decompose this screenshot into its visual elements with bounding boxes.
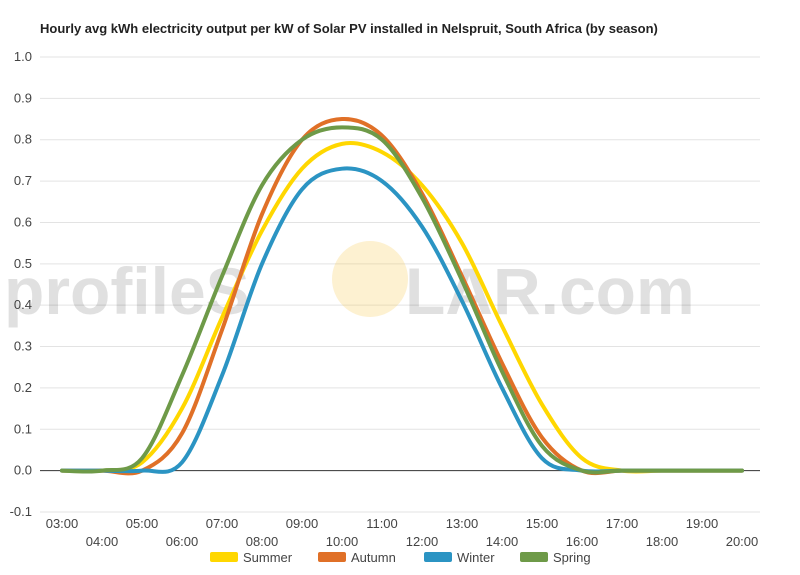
legend-swatch: [210, 552, 238, 562]
legend-item-winter[interactable]: Winter: [424, 550, 495, 565]
legend-item-spring[interactable]: Spring: [520, 550, 591, 565]
watermark-left-text: profileS: [4, 254, 250, 328]
x-tick-label: 10:00: [326, 534, 359, 549]
x-tick-label: 13:00: [446, 516, 479, 531]
x-tick-label: 16:00: [566, 534, 599, 549]
y-tick-label: 0.4: [14, 297, 32, 312]
y-tick-label: 0.3: [14, 339, 32, 354]
legend-label: Spring: [553, 550, 591, 565]
x-tick-label: 04:00: [86, 534, 119, 549]
watermark-right-text: LAR.com: [405, 254, 695, 328]
x-tick-label: 09:00: [286, 516, 319, 531]
legend-label: Autumn: [351, 550, 396, 565]
y-tick-label: 0.5: [14, 256, 32, 271]
y-tick-label: 0.1: [14, 421, 32, 436]
sun-logo-icon: [332, 241, 408, 317]
x-tick-label: 20:00: [726, 534, 759, 549]
legend-swatch: [424, 552, 452, 562]
series-lines: [60, 117, 744, 476]
x-tick-label: 08:00: [246, 534, 279, 549]
x-axis: 03:00 05:00 07:00 09:00 11:00 13:00 15:00 17:00…: [46, 516, 759, 549]
y-tick-label: 0.8: [14, 132, 32, 147]
watermark: profileS LAR.com: [4, 241, 695, 328]
x-tick-label: 03:00: [46, 516, 79, 531]
x-tick-label: 06:00: [166, 534, 199, 549]
y-tick-label: 0.6: [14, 214, 32, 229]
y-tick-label: 1.0: [14, 49, 32, 64]
legend-swatch: [520, 552, 548, 562]
x-tick-label: 17:00: [606, 516, 639, 531]
legend-item-summer[interactable]: Summer: [210, 550, 293, 565]
legend[interactable]: Summer Autumn Winter Spring: [210, 550, 591, 565]
x-tick-label: 18:00: [646, 534, 679, 549]
x-tick-label: 14:00: [486, 534, 519, 549]
legend-item-autumn[interactable]: Autumn: [318, 550, 396, 565]
legend-label: Summer: [243, 550, 293, 565]
series-line-spring: [60, 125, 744, 475]
y-tick-label: 0.7: [14, 173, 32, 188]
x-tick-label: 11:00: [366, 516, 398, 531]
y-tick-label: 0.0: [14, 463, 32, 478]
legend-label: Winter: [457, 550, 495, 565]
y-tick-label: -0.1: [10, 504, 32, 519]
x-tick-label: 07:00: [206, 516, 239, 531]
x-tick-label: 19:00: [686, 516, 719, 531]
x-tick-label: 05:00: [126, 516, 159, 531]
x-tick-label: 15:00: [526, 516, 559, 531]
legend-swatch: [318, 552, 346, 562]
x-tick-label: 12:00: [406, 534, 439, 549]
chart-title: Hourly avg kWh electricity output per kW…: [40, 21, 658, 36]
y-tick-label: 0.9: [14, 90, 32, 105]
y-tick-label: 0.2: [14, 380, 32, 395]
